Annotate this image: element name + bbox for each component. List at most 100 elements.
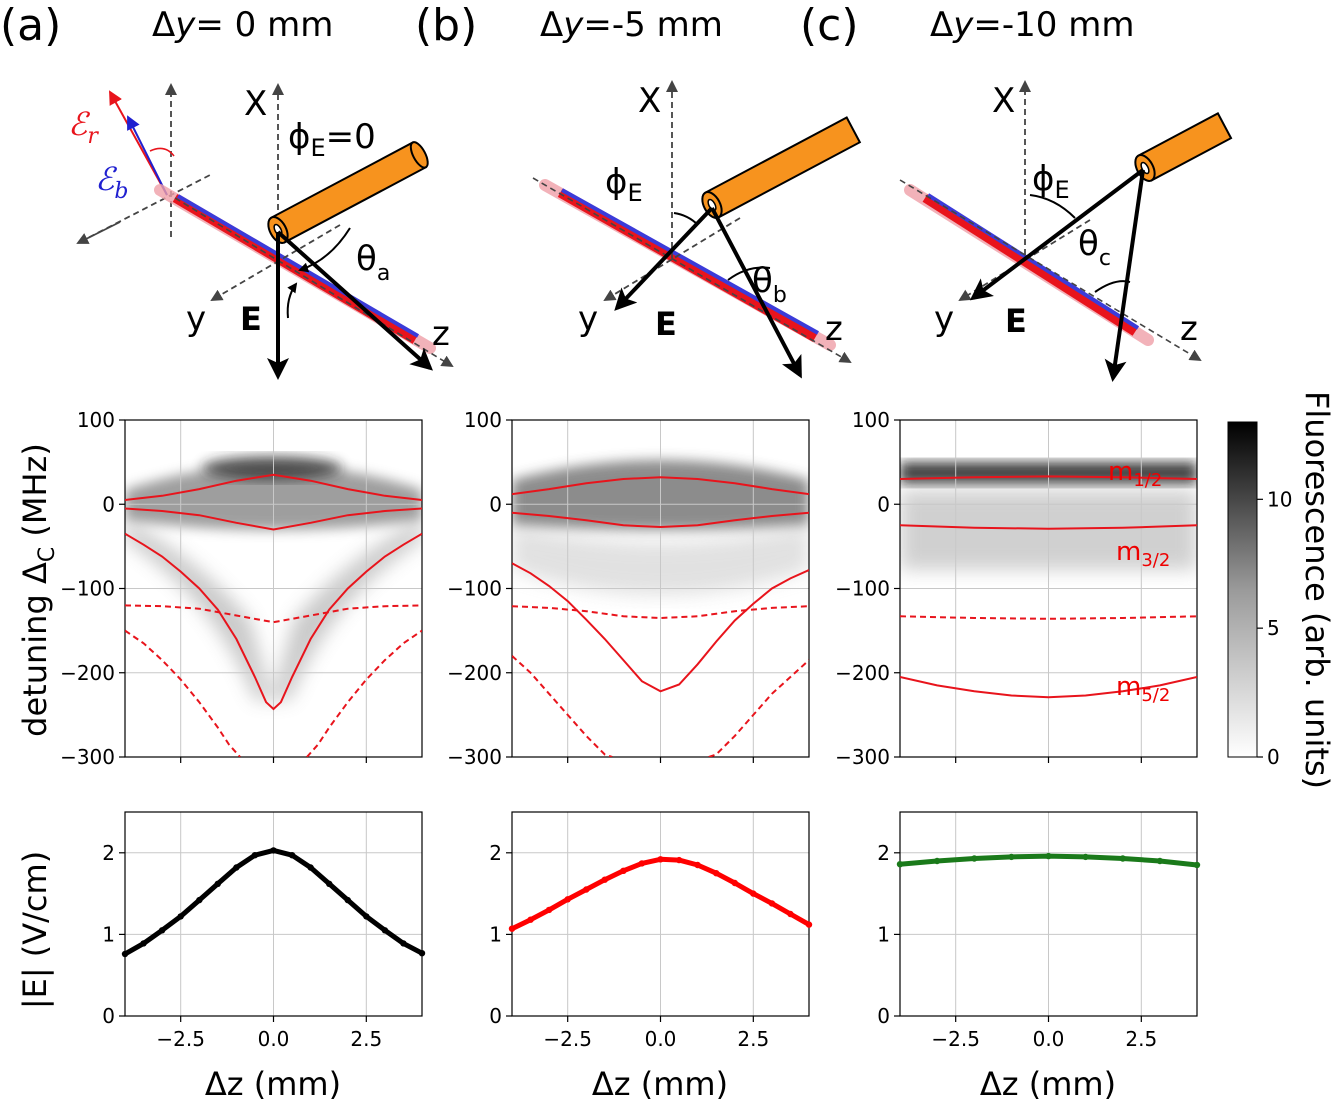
efield-point <box>1008 853 1015 861</box>
efield-point <box>601 876 608 883</box>
y-axis-label: y <box>186 299 206 339</box>
probe-arrow <box>710 207 802 379</box>
band-peak <box>202 456 342 480</box>
e-field-arrow <box>969 168 1145 301</box>
header-b: (b) Δy=-5 mm <box>415 0 723 51</box>
colorbar-tick-label: 10 <box>1267 487 1292 511</box>
heatmap-c: 100 0 −100 −200 −300 <box>835 408 1198 769</box>
efield-point <box>971 855 978 862</box>
efield-point <box>251 852 259 859</box>
fit-line <box>900 524 1197 530</box>
phi-label: ϕE=0 <box>288 117 376 162</box>
fiber <box>267 141 429 244</box>
probe-arrow <box>1104 169 1145 382</box>
fit-line <box>306 629 422 757</box>
fit-line <box>125 473 422 501</box>
fiber <box>701 116 862 219</box>
y-tick-label: 100 <box>464 408 502 432</box>
y-tick-label: 0 <box>102 492 115 516</box>
diagram-a: ℰr ℰb X y z E ϕE=0 θa <box>68 83 454 380</box>
e-field-label: E <box>1005 302 1027 340</box>
y-tick-label: 0 <box>489 492 502 516</box>
x-tick-label: 2.5 <box>737 1027 769 1051</box>
y-tick-label: 100 <box>852 408 890 432</box>
y-tick-label: 0 <box>489 1004 502 1028</box>
y-tick-label: −100 <box>447 577 502 601</box>
efield-point <box>805 921 813 928</box>
heatmap-b: 100 0 −100 −200 −300 <box>447 408 810 769</box>
panel-title-c: Δy=-10 mm <box>930 5 1134 45</box>
x-axis-label: X <box>992 81 1015 121</box>
efield-point <box>344 896 351 904</box>
colorbar-label: Fluorescence (arb. units) <box>1298 391 1333 789</box>
y-tick-label: −300 <box>835 745 890 769</box>
efield-point <box>545 906 553 914</box>
eps-y-arrow <box>76 221 121 244</box>
efield-point <box>158 927 166 934</box>
z-axis-label: z <box>432 314 450 354</box>
z-axis <box>532 177 852 364</box>
y-tick-label: 0 <box>102 1004 115 1028</box>
fit-line <box>125 604 422 624</box>
panel-title-b: Δy=-5 mm <box>540 5 723 45</box>
efield-point <box>1045 852 1052 860</box>
colorbar: 0 5 10 Fluorescence (arb. units) <box>1227 391 1333 789</box>
plot-frame <box>511 419 810 758</box>
panel-label-a: (a) <box>0 0 61 51</box>
efield-point <box>326 880 333 887</box>
y-tick-label: 100 <box>77 408 115 432</box>
efield-point <box>694 861 701 869</box>
header-a: (a) Δy= 0 mm <box>0 0 333 51</box>
efield-point <box>896 861 904 868</box>
fit-line <box>900 676 1197 699</box>
plot-frame <box>511 811 810 1017</box>
efield-point <box>214 880 221 887</box>
y-tick-label: −300 <box>60 745 115 769</box>
x-axis-label-c: Δz (mm) <box>980 1065 1116 1103</box>
theta-label: θb <box>752 261 787 308</box>
efield-point <box>657 856 664 863</box>
panel-label-c: (c) <box>800 0 859 51</box>
efield-point <box>418 950 426 957</box>
theta-label: θc <box>1078 224 1111 271</box>
x-tick-label: 0.0 <box>1033 1027 1065 1051</box>
efield-axis-label: |E| (V/cm) <box>16 851 54 1009</box>
plot-frame <box>124 419 423 758</box>
efield-point <box>787 910 794 918</box>
plot-frame <box>899 811 1198 1017</box>
efield-point <box>196 896 203 904</box>
band-wing <box>125 520 422 700</box>
efield-point <box>270 847 277 854</box>
e-field-label: E <box>240 300 262 338</box>
fit-line <box>125 629 241 757</box>
efield-point <box>731 879 738 887</box>
y-tick-label: −200 <box>447 661 502 685</box>
efield-plot-c: −2.5 0.0 2.5 0 1 2 <box>877 811 1201 1051</box>
e-field-label: E <box>655 305 677 343</box>
y-axis <box>958 219 1091 302</box>
efield-point <box>121 950 129 958</box>
theta-arc <box>298 227 351 273</box>
efield-point <box>307 864 314 871</box>
y-tick-label: −100 <box>835 577 890 601</box>
beam-red <box>557 189 818 342</box>
phi-label: ϕE <box>605 162 643 207</box>
eps-b-label: ℰb <box>95 160 128 204</box>
fit-line <box>512 476 809 496</box>
x-tick-label: −2.5 <box>931 1027 980 1051</box>
x-tick-label: 2.5 <box>1125 1027 1157 1051</box>
eps-b-vector <box>127 115 168 196</box>
header-c: (c) Δy=-10 mm <box>800 0 1134 51</box>
efield-point <box>177 913 184 920</box>
efield-point <box>1156 857 1164 865</box>
diagram-b: X y z E ϕE θb <box>532 80 862 379</box>
efield-point <box>508 925 516 932</box>
z-axis <box>899 179 1202 362</box>
efield-point <box>768 900 776 907</box>
efield-point <box>750 890 757 897</box>
efield-point <box>564 896 571 903</box>
x-axis-label: X <box>638 81 661 121</box>
beam-red <box>922 194 1138 336</box>
z-axis-label: z <box>1180 309 1198 349</box>
e-field-arrow <box>614 206 714 311</box>
